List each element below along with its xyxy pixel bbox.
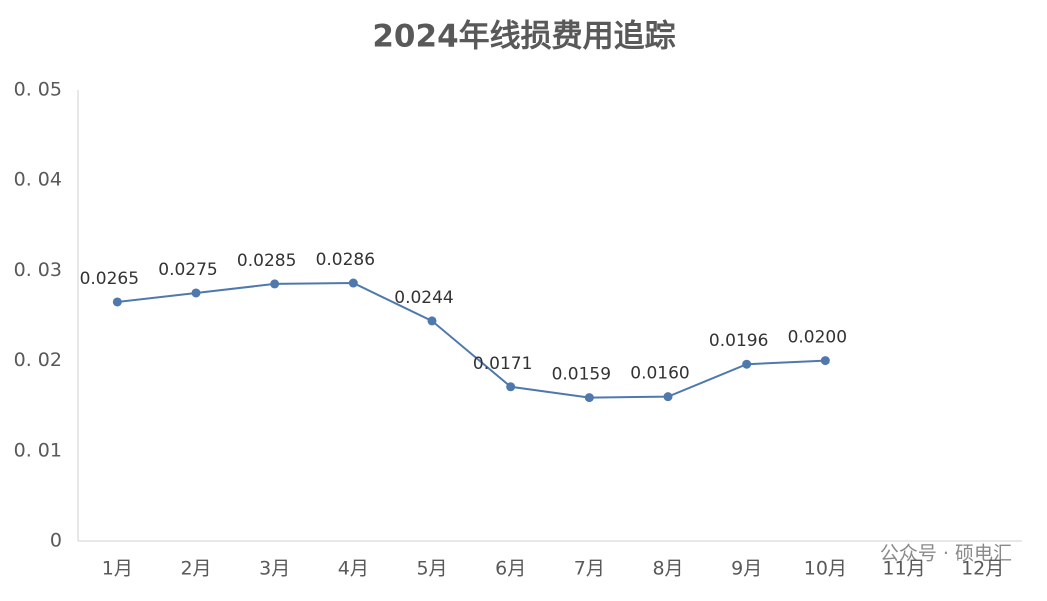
x-tick-label: 5月: [416, 558, 447, 580]
value-label: 0.0286: [316, 250, 375, 270]
point: [191, 288, 201, 298]
point: [820, 356, 830, 366]
value-label: 0.0160: [630, 364, 689, 384]
x-tick-label: 11月: [882, 558, 925, 580]
point: [663, 392, 673, 402]
point: [427, 316, 437, 326]
x-tick-label: 10月: [804, 558, 847, 580]
x-tick-label: 7月: [574, 558, 605, 580]
x-tick-label: 8月: [652, 558, 683, 580]
value-label: 0.0200: [788, 328, 847, 348]
point: [348, 278, 358, 288]
chart-title: 2024年线损费用追踪: [372, 19, 675, 55]
x-tick-label: 9月: [731, 558, 762, 580]
point: [742, 359, 752, 369]
value-label: 0.0196: [709, 331, 768, 351]
value-label: 0.0244: [394, 288, 453, 308]
y-tick-label: 0. 02: [14, 349, 62, 371]
point: [112, 297, 122, 307]
y-tick-label: 0. 04: [14, 169, 62, 191]
x-tick-label: 2月: [180, 558, 211, 580]
line: [117, 282, 826, 399]
watermark: 公众号 · 硕电汇: [880, 543, 1012, 565]
value-label: 0.0285: [237, 251, 296, 271]
value-label: 0.0171: [473, 354, 532, 374]
y-tick-label: 0. 01: [14, 439, 62, 461]
y-tick-label: 0: [50, 530, 62, 552]
point: [270, 279, 280, 289]
value-label: 0.0265: [80, 269, 139, 289]
x-tick-label: 3月: [259, 558, 290, 580]
point: [506, 382, 516, 392]
point: [584, 393, 594, 403]
value-label: 0.0275: [158, 260, 217, 280]
x-tick-label: 4月: [338, 558, 369, 580]
x-tick-label: 1月: [102, 558, 133, 580]
y-tick-label: 0. 05: [14, 79, 62, 101]
x-tick-label: 6月: [495, 558, 526, 580]
x-tick-label: 12月: [961, 558, 1004, 580]
y-tick-label: 0. 03: [14, 259, 62, 281]
value-label: 0.0159: [552, 365, 611, 385]
